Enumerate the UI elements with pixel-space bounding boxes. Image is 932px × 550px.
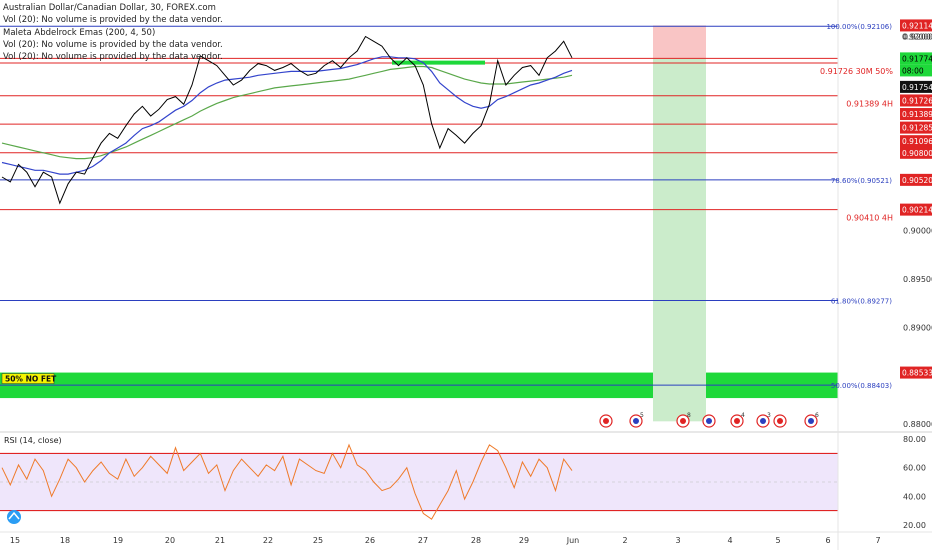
rsi-title: RSI (14, close) <box>4 436 62 445</box>
rsi-tick-label: 80.00 <box>903 435 926 444</box>
logo-chevron-icon <box>8 511 20 520</box>
demand-zone-label: 50% NO FET <box>5 375 57 384</box>
price-badge-label: 0.91389 <box>902 110 932 119</box>
time-tick-label: 3 <box>675 536 680 545</box>
price-tick-label: 0.92000 <box>903 32 932 41</box>
time-tick-label: 22 <box>263 536 273 545</box>
time-tick-label: 2 <box>622 536 627 545</box>
legend-title: Australian Dollar/Canadian Dollar, 30, F… <box>3 3 216 13</box>
price-badge-label: 0.90520 <box>902 176 932 185</box>
price-badge <box>900 52 932 65</box>
price-badge <box>900 19 932 32</box>
time-tick-label: 6 <box>825 536 830 545</box>
price-badge <box>900 121 932 134</box>
time-tick-label: 5 <box>775 536 780 545</box>
legend-ema: Maleta Abdelrock Emas (200, 4, 50) <box>3 28 156 38</box>
event-flag-icon <box>680 418 686 424</box>
price-badge-label: 0.90214 <box>902 206 932 215</box>
price-badge <box>900 64 932 77</box>
price-line <box>1 35 573 205</box>
price-badge-label: 0.91096 <box>902 137 932 146</box>
price-badge <box>900 366 932 379</box>
time-tick-label: 26 <box>365 536 375 545</box>
position-target-zone <box>653 58 706 422</box>
time-tick-label: 28 <box>471 536 481 545</box>
event-flag-icon <box>734 418 740 424</box>
time-tick-label: 15 <box>10 536 20 545</box>
event-count: 4 <box>741 412 745 419</box>
price-badge-label: 0.92114 <box>902 21 932 30</box>
event-flag-icon <box>633 418 639 424</box>
time-tick-label: 27 <box>418 536 428 545</box>
time-tick-label: 20 <box>165 536 175 545</box>
position-stop-zone <box>653 25 706 59</box>
price-badge-label: 0.88533 <box>902 369 932 378</box>
price-badge <box>900 108 932 121</box>
event-flag-icon <box>706 418 712 424</box>
level-label: 0.90410 4H <box>846 214 893 223</box>
level-label: 0.91726 30M 50% <box>820 67 893 76</box>
price-badge-label: 0.90800 <box>902 149 932 158</box>
level-label: 61.80%(0.89277) <box>831 297 892 305</box>
price-badge <box>900 203 932 216</box>
price-badge-label: 0.91726 <box>902 96 932 105</box>
legend-volume-1: Vol (20): No volume is provided by the d… <box>3 15 223 25</box>
demand-zone-label-bg <box>1 373 55 384</box>
price-badge-label: 08:00 <box>902 66 924 75</box>
event-count: 8 <box>687 412 691 419</box>
time-tick-label: 25 <box>313 536 323 545</box>
price-badge <box>900 80 932 93</box>
event-flag-icon <box>603 418 609 424</box>
event-flag-icon <box>777 418 783 424</box>
rsi-line <box>1 443 573 520</box>
level-label: 0.91389 4H <box>846 100 893 109</box>
ema-50-line <box>1 56 573 175</box>
tradingview-logo-icon <box>7 510 21 524</box>
time-tick-label: 4 <box>727 536 732 545</box>
time-tick-label: 21 <box>215 536 225 545</box>
legend-volume-2: Vol (20): No volume is provided by the d… <box>3 40 223 50</box>
event-count: 3 <box>767 412 771 419</box>
level-label: 78.60%(0.90521) <box>831 177 892 185</box>
time-tick-label: 19 <box>113 536 123 545</box>
time-tick-label: 7 <box>875 536 880 545</box>
price-badge-label: 0.91285 <box>902 124 932 133</box>
level-label: 100.00%(0.92106) <box>826 23 892 31</box>
time-tick-label: 18 <box>60 536 70 545</box>
ema-200-line <box>1 65 573 160</box>
price-badge <box>900 94 932 107</box>
event-count: 6 <box>815 412 819 419</box>
price-badge <box>900 173 932 186</box>
legend-volume-3: Vol (20): No volume is provided by the d… <box>3 52 223 62</box>
price-badge <box>900 146 932 159</box>
event-flag-icon <box>808 418 814 424</box>
event-flag-icon <box>760 418 766 424</box>
price-badge-label: 0.92000 <box>902 32 932 41</box>
price-badge-label: 0.91774 <box>902 54 932 63</box>
time-tick-label: Jun <box>566 536 580 545</box>
price-badge <box>900 135 932 148</box>
price-badge-label: 0.91754 <box>902 83 932 92</box>
time-tick-label: 29 <box>519 536 529 545</box>
event-count: 5 <box>640 412 644 419</box>
level-label: 50.00%(0.88403) <box>831 382 892 390</box>
rsi-tick-label: 20.00 <box>903 521 926 530</box>
rsi-tick-label: 40.00 <box>903 492 926 501</box>
rsi-tick-label: 60.00 <box>903 464 926 473</box>
